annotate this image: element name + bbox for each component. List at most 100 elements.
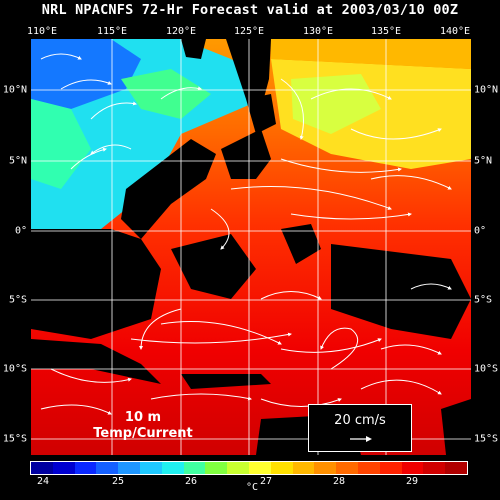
land-halmahera bbox=[281, 224, 321, 264]
land-philippine-islands bbox=[246, 94, 276, 134]
colorbar-cell bbox=[139, 462, 162, 474]
layer-variable: Temp/Current bbox=[93, 426, 193, 441]
colorbar-cell bbox=[379, 462, 402, 474]
current-vectors bbox=[40, 53, 452, 415]
colorbar-cell bbox=[292, 462, 315, 474]
colorbar-cell bbox=[314, 462, 337, 474]
colorbar-cell bbox=[118, 462, 140, 474]
lat-label: 0° bbox=[14, 225, 27, 237]
sst-current-map bbox=[31, 39, 471, 455]
land-borneo bbox=[31, 229, 161, 339]
lat-label: 15°S bbox=[474, 433, 499, 445]
lon-label: 130°E bbox=[302, 26, 334, 37]
lat-label: 5°S bbox=[8, 294, 27, 306]
colorbar-cell bbox=[96, 462, 119, 474]
colorbar-cell bbox=[52, 462, 75, 474]
lat-label: 10°S bbox=[474, 363, 499, 375]
colorbar-cell bbox=[423, 462, 446, 474]
streamline bbox=[160, 86, 202, 100]
land-cape-york bbox=[441, 399, 471, 455]
streamline bbox=[210, 208, 230, 250]
land-masses bbox=[31, 39, 471, 455]
colorbar-cell bbox=[161, 462, 184, 474]
colorbar-tick: 29 bbox=[405, 476, 419, 487]
layer-label: 10 m Temp/Current bbox=[88, 410, 198, 442]
colorbar-cell bbox=[183, 462, 206, 474]
streamline bbox=[139, 308, 182, 350]
temperature-colorbar bbox=[30, 461, 468, 475]
colorbar-cell bbox=[336, 462, 358, 474]
colorbar-cell bbox=[74, 462, 97, 474]
land-borneo-north bbox=[121, 139, 216, 239]
colorbar-unit: °C bbox=[246, 482, 259, 493]
lat-label: 0° bbox=[474, 225, 487, 237]
lat-label: 10°S bbox=[2, 363, 27, 375]
transition-water bbox=[271, 39, 471, 69]
streamline bbox=[370, 175, 452, 190]
streamline bbox=[320, 327, 359, 370]
colorbar-cell bbox=[227, 462, 249, 474]
land-lesser-sunda bbox=[181, 374, 271, 389]
colorbar-cell bbox=[401, 462, 424, 474]
land-java bbox=[31, 339, 161, 384]
streamline bbox=[380, 344, 442, 355]
lat-label: 15°S bbox=[2, 433, 27, 445]
cool-water-patch bbox=[31, 99, 91, 189]
page-title: NRL NPACNFS 72-Hr Forecast valid at 2003… bbox=[41, 2, 459, 18]
colorbar-cell bbox=[357, 462, 380, 474]
colorbar-tick: 24 bbox=[36, 476, 50, 487]
streamline bbox=[280, 78, 304, 140]
colorbar-tick: 27 bbox=[259, 476, 273, 487]
lat-label: 10°N bbox=[2, 84, 27, 96]
lat-label: 5°N bbox=[8, 155, 27, 167]
streamline bbox=[40, 53, 82, 60]
colorbar-cell bbox=[248, 462, 271, 474]
lon-label: 120°E bbox=[165, 26, 197, 37]
colorbar-cell bbox=[270, 462, 293, 474]
colorbar-cell bbox=[31, 462, 53, 474]
streamline bbox=[410, 283, 452, 290]
streamline bbox=[90, 144, 132, 155]
lon-label: 115°E bbox=[96, 26, 128, 37]
colorbar-tick: 25 bbox=[111, 476, 125, 487]
streamline bbox=[280, 338, 382, 353]
colorbar-tick: 28 bbox=[332, 476, 346, 487]
graticule bbox=[31, 39, 471, 455]
streamline bbox=[360, 379, 442, 395]
land-taiwan-fragment bbox=[181, 39, 206, 59]
streamline bbox=[60, 79, 112, 90]
lon-label: 125°E bbox=[233, 26, 265, 37]
streamline bbox=[230, 186, 392, 210]
lon-label: 140°E bbox=[439, 26, 471, 37]
colorbar-cell bbox=[205, 462, 228, 474]
layer-depth: 10 m bbox=[124, 410, 162, 425]
streamline bbox=[130, 332, 292, 344]
land-new-guinea bbox=[331, 244, 471, 339]
lat-label: 5°S bbox=[474, 294, 493, 306]
streamline bbox=[350, 128, 442, 140]
streamline bbox=[90, 101, 137, 120]
streamline bbox=[150, 393, 252, 401]
streamline bbox=[260, 398, 342, 407]
cool-water-patch bbox=[121, 69, 211, 119]
streamline bbox=[50, 368, 132, 383]
cold-water-region bbox=[31, 39, 141, 109]
colorbar-tick: 26 bbox=[184, 476, 198, 487]
streamline bbox=[70, 147, 107, 170]
lon-label: 110°E bbox=[26, 26, 58, 37]
colorbar-cell bbox=[445, 462, 467, 474]
land-luzon bbox=[226, 39, 271, 109]
vector-scale-legend: 20 cm/s bbox=[308, 404, 412, 452]
vector-scale-arrow-icon bbox=[350, 436, 372, 442]
land-mindanao-fragment bbox=[221, 129, 271, 179]
lon-label: 135°E bbox=[370, 26, 402, 37]
streamline bbox=[260, 291, 322, 300]
streamline bbox=[40, 404, 112, 415]
lat-label: 5°N bbox=[474, 155, 493, 167]
streamline bbox=[310, 88, 392, 100]
lat-label: 10°N bbox=[474, 84, 499, 96]
vector-scale-label: 20 cm/s bbox=[334, 413, 386, 428]
streamline bbox=[290, 212, 412, 220]
land-sulawesi bbox=[171, 234, 256, 299]
streamline bbox=[280, 158, 402, 173]
